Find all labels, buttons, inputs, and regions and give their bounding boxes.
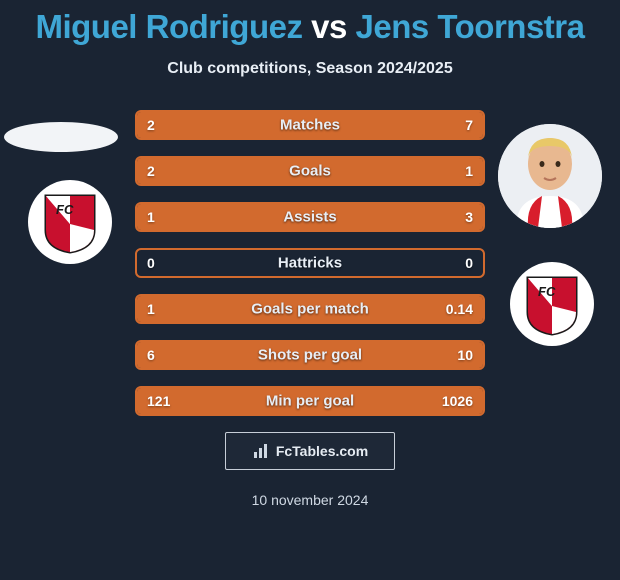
player2-avatar [498, 124, 602, 228]
stat-row: 1 0.14 Goals per match [135, 294, 485, 324]
svg-text:FC: FC [56, 202, 74, 217]
stat-value-right: 1 [465, 163, 473, 179]
stat-value-right: 1026 [442, 393, 473, 409]
stat-value-right: 10 [457, 347, 473, 363]
stat-row: 6 10 Shots per goal [135, 340, 485, 370]
bar-left [137, 342, 268, 368]
stat-value-right: 7 [465, 117, 473, 133]
stat-row: 0 0 Hattricks [135, 248, 485, 278]
stat-row: 2 7 Matches [135, 110, 485, 140]
stat-row: 121 1026 Min per goal [135, 386, 485, 416]
subtitle: Club competitions, Season 2024/2025 [0, 60, 620, 78]
stat-label: Goals per match [251, 301, 369, 318]
stat-value-left: 121 [147, 393, 170, 409]
stat-label: Shots per goal [258, 347, 362, 364]
stat-value-right: 0.14 [446, 301, 473, 317]
stat-value-right: 0 [465, 255, 473, 271]
bar-right [213, 112, 483, 138]
stat-value-left: 1 [147, 209, 155, 225]
stat-label: Matches [280, 117, 340, 134]
watermark-text: FcTables.com [276, 443, 368, 459]
player2-club-badge: FC [510, 262, 594, 346]
stat-value-left: 2 [147, 117, 155, 133]
stats-container: 2 7 Matches 2 1 Goals 1 3 Assists 0 0 Hattricks 1 0.1… [135, 110, 485, 416]
stat-label: Assists [283, 209, 336, 226]
player2-portrait [498, 124, 602, 228]
vs-text: vs [311, 8, 347, 45]
fctables-watermark: FcTables.com [225, 432, 395, 470]
comparison-title: Miguel Rodriguez vs Jens Toornstra [0, 0, 620, 46]
stat-value-right: 3 [465, 209, 473, 225]
stat-value-left: 6 [147, 347, 155, 363]
chart-icon [252, 442, 270, 460]
bar-left [137, 158, 369, 184]
stat-row: 2 1 Goals [135, 156, 485, 186]
player1-name: Miguel Rodriguez [35, 8, 302, 45]
stat-value-left: 1 [147, 301, 155, 317]
svg-text:FC: FC [538, 284, 556, 299]
stat-value-left: 0 [147, 255, 155, 271]
bar-right [224, 204, 484, 230]
comparison-date: 10 november 2024 [0, 492, 620, 508]
stat-value-left: 2 [147, 163, 155, 179]
stat-label: Hattricks [278, 255, 342, 272]
player1-club-badge: FC [28, 180, 112, 264]
player2-name: Jens Toornstra [356, 8, 585, 45]
stat-label: Min per goal [266, 393, 354, 410]
utrecht-shield-icon: FC [42, 190, 98, 254]
stat-label: Goals [289, 163, 331, 180]
player1-avatar-placeholder [4, 122, 118, 152]
stat-row: 1 3 Assists [135, 202, 485, 232]
utrecht-shield-icon: FC [524, 272, 580, 336]
